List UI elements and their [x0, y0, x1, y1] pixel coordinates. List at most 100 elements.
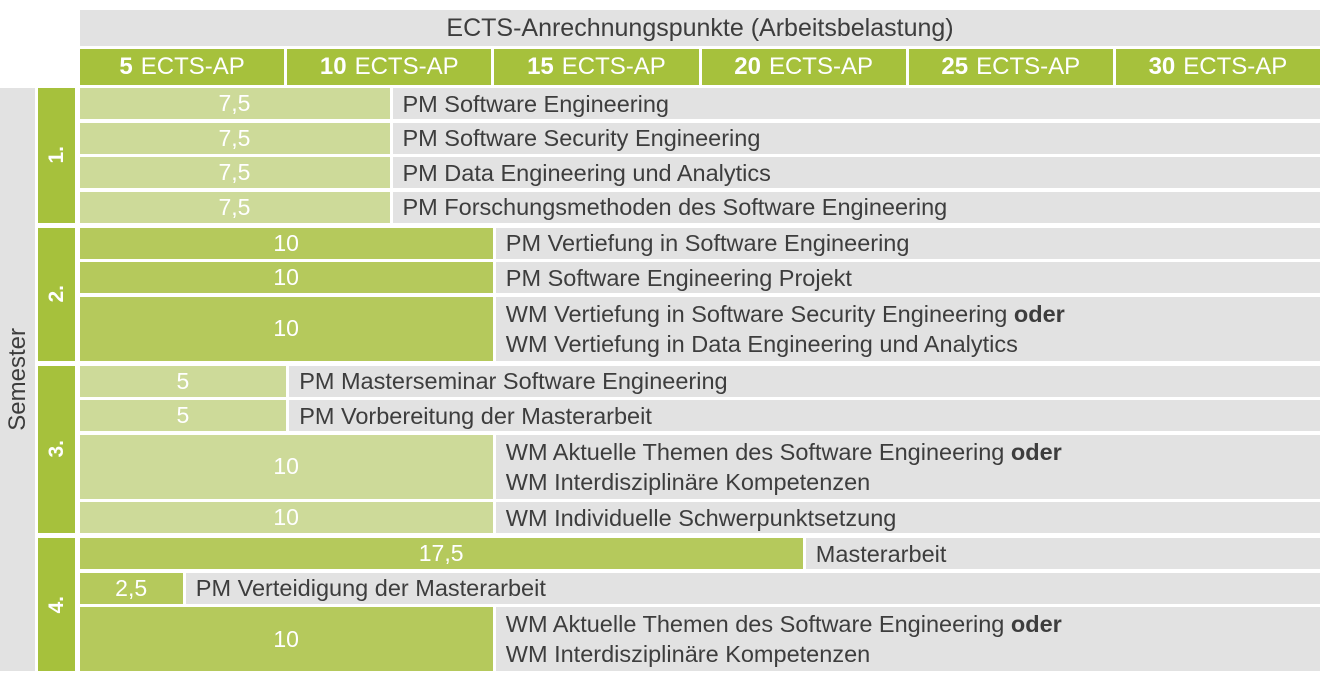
ects-axis: 5 ECTS-AP 10 ECTS-AP 15 ECTS-AP 20 ECTS-AP 2…: [80, 49, 1320, 85]
course-row: 2,5 PM Verteidigung der Masterarbeit: [79, 572, 1320, 604]
axis-cell-30: 30 ECTS-AP: [1115, 49, 1320, 85]
axis-number: 20: [734, 53, 761, 80]
course-line: Masterarbeit: [816, 539, 1320, 569]
course-line: WM Individuelle Schwerpunktsetzung: [506, 503, 1320, 533]
ects-value: 7,5: [218, 159, 251, 185]
course-text-bold: oder: [1013, 300, 1065, 327]
semester-cell-3: 3.: [38, 365, 75, 533]
course-label: PM Software Engineering: [392, 88, 1320, 119]
course-label: PM Vorbereitung der Masterarbeit: [289, 400, 1320, 431]
semester-number: 2.: [44, 285, 68, 303]
course-label: PM Data Engineering und Analytics: [392, 157, 1320, 188]
course-text: PM Verteidigung der Masterarbeit: [195, 575, 546, 601]
semester-block-4: 4. 17,5 Masterarbeit 2,5 PM Verteidigung…: [38, 538, 1320, 671]
course-text: PM Forschungsmethoden des Software Engin…: [402, 194, 948, 220]
ects-value: 17,5: [418, 540, 464, 566]
course-label: WM Vertiefung in Software Security Engin…: [495, 296, 1320, 361]
axis-number: 10: [319, 53, 347, 80]
course-text: PM Software Engineering Projekt: [505, 264, 852, 291]
semester-axis: Semester: [0, 88, 35, 671]
course-row: 10 WM Vertiefung in Software Security En…: [79, 296, 1320, 361]
semester-blocks: 1. 7,5 PM Software Engineering 7,5 PM So…: [38, 88, 1320, 671]
ects-bar: 7,5: [79, 122, 390, 154]
ects-bar: 7,5: [79, 191, 390, 223]
semester-number: 4.: [44, 595, 68, 614]
course-row: 5 PM Masterseminar Software Engineering: [79, 365, 1320, 397]
course-text: PM Software Engineering: [402, 90, 669, 117]
axis-cell-25: 25 ECTS-AP: [908, 49, 1113, 85]
course-label: PM Forschungsmethoden des Software Engin…: [392, 191, 1320, 223]
course-row: 7,5 PM Software Security Engineering: [79, 122, 1320, 154]
course-label: WM Aktuelle Themen des Software Engineer…: [495, 607, 1320, 671]
course-line: WM Vertiefung in Data Engineering und An…: [506, 329, 1320, 359]
axis-unit: ECTS-AP: [768, 53, 873, 80]
course-label: Masterarbeit: [805, 538, 1320, 569]
axis-unit: ECTS-AP: [561, 53, 666, 80]
ects-value: 2,5: [115, 574, 148, 601]
course-label: WM Individuelle Schwerpunktsetzung: [495, 502, 1320, 533]
course-line: WM Interdisziplinäre Kompetenzen: [506, 467, 1320, 497]
ects-value: 10: [273, 264, 299, 290]
course-row: 17,5 Masterarbeit: [79, 538, 1320, 569]
ects-bar: 7,5: [79, 157, 390, 188]
semester-block-3: 3. 5 PM Masterseminar Software Engineeri…: [38, 365, 1320, 533]
course-row: 10 WM Individuelle Schwerpunktsetzung: [79, 502, 1320, 533]
course-row: 7,5 PM Software Engineering: [79, 88, 1320, 119]
course-text: PM Masterseminar Software Engineering: [299, 368, 728, 394]
ects-bar: 5: [79, 365, 287, 397]
semester-cell-4: 4.: [38, 538, 75, 671]
ects-bar: 10: [79, 502, 493, 533]
ects-bar: 17,5: [79, 538, 803, 569]
semester-cell-2: 2.: [38, 227, 75, 361]
axis-number: 15: [527, 53, 554, 80]
semester-rows: 7,5 PM Software Engineering 7,5 PM Softw…: [79, 88, 1320, 223]
axis-number: 30: [1148, 53, 1176, 80]
course-row: 7,5 PM Data Engineering und Analytics: [79, 157, 1320, 188]
ects-bar: 10: [79, 434, 493, 499]
semester-rows: 5 PM Masterseminar Software Engineering …: [79, 365, 1320, 533]
course-text: WM Interdisziplinäre Kompetenzen: [505, 468, 871, 495]
course-line: PM Vorbereitung der Masterarbeit: [299, 401, 1320, 431]
course-text: PM Vertiefung in Software Engineering: [505, 230, 910, 256]
axis-cell-20: 20 ECTS-AP: [701, 49, 906, 85]
axis-number: 5: [119, 53, 133, 80]
course-line: PM Software Engineering Projekt: [506, 263, 1320, 293]
ects-bar: 5: [79, 400, 287, 431]
course-label: WM Aktuelle Themen des Software Engineer…: [495, 434, 1320, 499]
course-text: WM Vertiefung in Software Security Engin…: [505, 300, 1014, 327]
axis-unit: ECTS-AP: [140, 53, 245, 80]
course-label: PM Software Engineering Projekt: [495, 262, 1320, 293]
ects-value: 10: [273, 315, 299, 341]
course-line: WM Aktuelle Themen des Software Engineer…: [506, 609, 1320, 639]
axis-unit: ECTS-AP: [1183, 53, 1288, 80]
course-text-bold: oder: [1010, 438, 1062, 465]
course-row: 10 WM Aktuelle Themen des Software Engin…: [79, 434, 1320, 499]
course-text: WM Aktuelle Themen des Software Engineer…: [505, 611, 1011, 637]
ects-bar: 7,5: [79, 88, 390, 119]
course-line: PM Software Security Engineering: [403, 123, 1320, 153]
course-label: PM Masterseminar Software Engineering: [289, 365, 1320, 397]
ects-bar: 10: [79, 262, 493, 293]
course-text: WM Individuelle Schwerpunktsetzung: [505, 504, 897, 531]
semester-axis-label: Semester: [3, 328, 31, 431]
course-line: PM Forschungsmethoden des Software Engin…: [403, 192, 1320, 222]
axis-number: 25: [941, 53, 969, 80]
semester-block-1: 1. 7,5 PM Software Engineering 7,5 PM So…: [38, 88, 1320, 223]
ects-value: 10: [273, 453, 299, 479]
course-line: PM Data Engineering und Analytics: [403, 158, 1320, 188]
ects-value: 10: [273, 504, 299, 530]
course-row: 5 PM Vorbereitung der Masterarbeit: [79, 400, 1320, 431]
course-text-bold: oder: [1010, 611, 1062, 637]
course-row: 10 PM Software Engineering Projekt: [79, 262, 1320, 293]
course-line: PM Masterseminar Software Engineering: [299, 366, 1320, 396]
axis-cell-15: 15 ECTS-AP: [494, 49, 699, 85]
axis-cell-10: 10 ECTS-AP: [287, 49, 492, 85]
course-row: 10 PM Vertiefung in Software Engineering: [79, 227, 1320, 259]
course-text: Masterarbeit: [815, 540, 947, 567]
ects-value: 7,5: [218, 90, 251, 116]
ects-value: 5: [176, 402, 190, 428]
ects-value: 10: [273, 229, 299, 256]
chart-title: ECTS-Anrechnungspunkte (Arbeitsbelastung…: [80, 10, 1320, 46]
course-line: WM Interdisziplinäre Kompetenzen: [506, 639, 1320, 669]
